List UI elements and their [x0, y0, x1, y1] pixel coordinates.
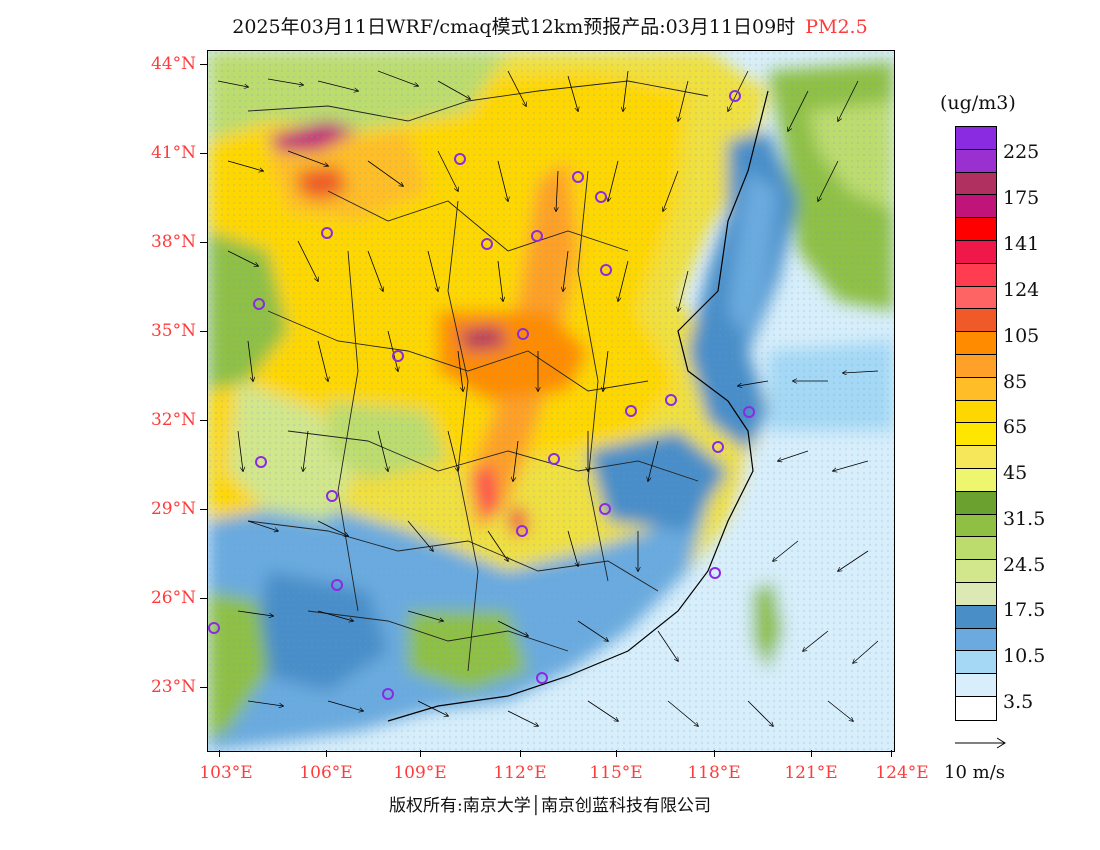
lon-label: 121°E — [784, 763, 838, 783]
lat-tick — [200, 598, 207, 599]
legend-label: 31.5 — [1003, 508, 1046, 530]
pm25-forecast-map — [207, 50, 895, 752]
lat-tick — [200, 242, 207, 243]
colorbar-segment — [956, 127, 996, 150]
legend-label: 141 — [1003, 233, 1040, 255]
legend-label: 85 — [1003, 371, 1028, 393]
wind-vectors — [217, 70, 879, 726]
lon-label: 103°E — [199, 763, 253, 783]
map-canvas — [208, 51, 894, 751]
colorbar-segment — [956, 628, 996, 652]
legend-label: 175 — [1003, 187, 1040, 209]
colorbar-segment — [956, 514, 996, 538]
colorbar-segment — [956, 537, 996, 561]
lat-label: 35°N — [150, 321, 196, 341]
colorbar-segment — [956, 560, 996, 583]
lon-label: 106°E — [299, 763, 353, 783]
colorbar-segment — [956, 491, 996, 515]
legend-label: 10.5 — [1003, 645, 1046, 667]
colorbar-segment — [956, 309, 996, 333]
legend-unit: (ug/m3) — [940, 92, 1016, 114]
colorbar-segment — [956, 263, 996, 287]
colorbar-segment — [956, 605, 996, 629]
lon-tick — [520, 750, 521, 757]
lat-label: 44°N — [150, 54, 196, 74]
legend-label: 124 — [1003, 279, 1040, 301]
species-label: PM2.5 — [805, 16, 868, 38]
lat-tick — [200, 331, 207, 332]
texture-overlay — [208, 51, 894, 751]
lat-tick — [200, 420, 207, 421]
map-title: 2025年03月11日WRF/cmaq模式12km预报产品:03月11日09时 P… — [0, 12, 1100, 39]
lat-tick — [200, 509, 207, 510]
lat-label: 41°N — [150, 143, 196, 163]
lat-label: 32°N — [150, 410, 196, 430]
colorbar-segment — [956, 195, 996, 219]
wind-scale-arrow — [955, 735, 1010, 754]
colorbar-segment — [956, 218, 996, 241]
lat-label: 29°N — [150, 499, 196, 519]
lon-tick — [891, 750, 892, 757]
colorbar-segment — [956, 651, 996, 675]
colorbar-segment — [956, 172, 996, 196]
copyright-footer: 版权所有:南京大学│南京创蓝科技有限公司 — [389, 796, 711, 816]
province-borders — [247, 80, 709, 672]
lon-label: 124°E — [875, 763, 929, 783]
city-markers — [208, 90, 755, 700]
lon-label: 109°E — [393, 763, 447, 783]
lat-label: 23°N — [150, 677, 196, 697]
colorbar-segment — [956, 696, 996, 720]
lat-label: 38°N — [150, 232, 196, 252]
colorbar-segment — [956, 582, 996, 606]
colorbar-segment — [956, 400, 996, 424]
colorbar-segment — [956, 149, 996, 173]
colorbar-segment — [956, 446, 996, 469]
lat-tick — [200, 64, 207, 65]
legend-label: 225 — [1003, 141, 1040, 163]
legend-label: 3.5 — [1003, 691, 1034, 713]
legend-label: 45 — [1003, 462, 1028, 484]
title-text: 2025年03月11日WRF/cmaq模式12km预报产品:03月11日09时 — [232, 16, 796, 38]
lon-tick — [714, 750, 715, 757]
colorbar-segment — [956, 240, 996, 264]
wind-scale-label: 10 m/s — [944, 762, 1005, 783]
colorbar-segment — [956, 377, 996, 401]
lon-tick — [616, 750, 617, 757]
lon-tick — [420, 750, 421, 757]
coastline — [387, 90, 769, 722]
lat-tick — [200, 153, 207, 154]
lon-label: 112°E — [493, 763, 547, 783]
colorbar-segment — [956, 468, 996, 492]
colorbar-segment — [956, 354, 996, 378]
lon-label: 118°E — [687, 763, 741, 783]
legend-label: 24.5 — [1003, 554, 1046, 576]
lon-tick — [811, 750, 812, 757]
lon-label: 115°E — [589, 763, 643, 783]
colorbar-segment — [956, 423, 996, 447]
lon-tick — [219, 750, 220, 757]
legend-label: 65 — [1003, 416, 1028, 438]
lon-tick — [326, 750, 327, 757]
colorbar-segment — [956, 286, 996, 310]
colorbar-segment — [956, 332, 996, 355]
legend-label: 105 — [1003, 325, 1040, 347]
legend-label: 17.5 — [1003, 599, 1046, 621]
colorbar — [955, 126, 997, 721]
lat-label: 26°N — [150, 588, 196, 608]
colorbar-segment — [956, 674, 996, 697]
lat-tick — [200, 687, 207, 688]
